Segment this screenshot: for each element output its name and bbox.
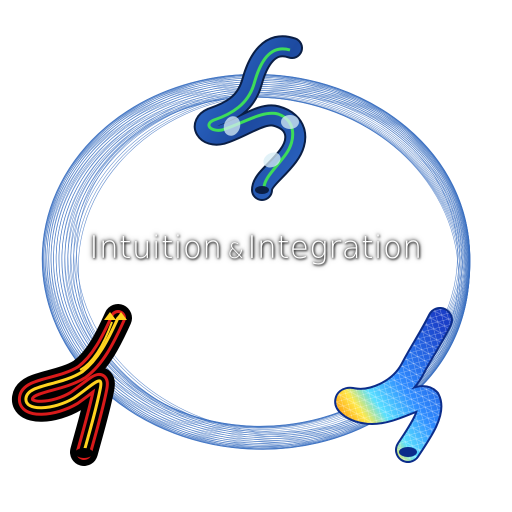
title-ampersand: & [227,239,245,263]
mesh-pipe-illustration [334,307,453,463]
ring-line [76,96,459,433]
spirograph-ring [41,73,471,450]
ring-line [53,89,469,446]
ring-line [61,94,466,441]
title-word-integration: Integration [247,230,423,266]
ring-line [55,91,468,445]
ring-line [58,93,467,443]
page-title: Intuition & Integration [0,226,512,270]
flow-pipe-illustration [193,35,307,201]
ring-line [64,95,465,439]
ring-line [50,87,469,448]
ring-line [73,96,461,434]
title-word-intuition: Intuition [89,230,223,266]
streamline-pipe-illustration [12,304,132,466]
